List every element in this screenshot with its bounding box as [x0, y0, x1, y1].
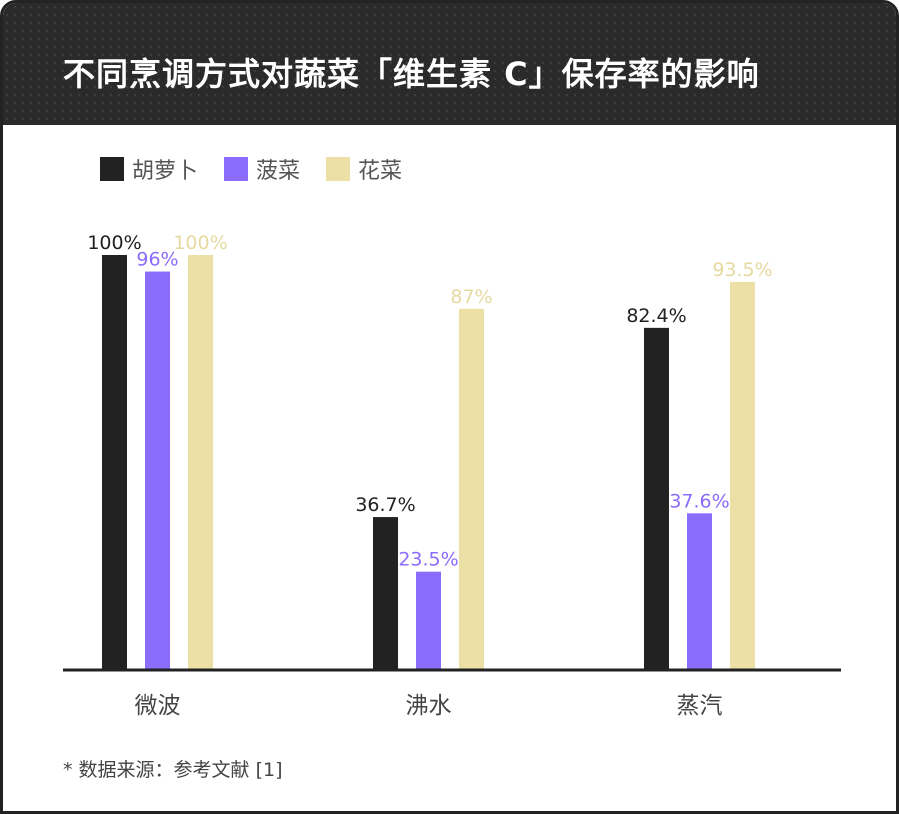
bar-carrot-1: [373, 517, 398, 669]
legend: 胡萝卜 菠菜 花菜: [100, 153, 428, 185]
data-label-carrot-2: 82.4%: [626, 305, 686, 327]
bar-cauliflower-1: [459, 308, 484, 669]
bar-cauliflower-2: [730, 281, 755, 669]
legend-swatch-spinach: [224, 157, 249, 181]
bar-cauliflower-0: [188, 255, 213, 669]
data-label-carrot-0: 100%: [87, 232, 141, 254]
data-label-spinach-1: 23.5%: [398, 549, 458, 571]
legend-item-carrot: 胡萝卜: [100, 153, 198, 185]
data-label-cauliflower-1: 87%: [450, 286, 492, 308]
legend-label-carrot: 胡萝卜: [132, 159, 199, 184]
x-tick-label-2: 蒸汽: [677, 693, 723, 719]
source-note: * 数据来源：参考文献 [1]: [63, 759, 283, 781]
bar-carrot-2: [644, 327, 669, 669]
data-label-carrot-1: 36.7%: [355, 494, 415, 516]
x-tick-label-1: 沸水: [406, 693, 452, 719]
data-label-spinach-0: 96%: [136, 249, 178, 271]
data-label-spinach-2: 37.6%: [669, 490, 729, 512]
x-tick-label-0: 微波: [135, 693, 181, 719]
legend-item-spinach: 菠菜: [224, 153, 300, 185]
chart-title: 不同烹调方式对蔬菜「维生素 C」保存率的影响: [63, 55, 760, 93]
legend-swatch-cauliflower: [326, 157, 351, 181]
data-label-cauliflower-0: 100%: [173, 232, 227, 254]
legend-label-cauliflower: 花菜: [358, 159, 403, 184]
legend-swatch-carrot: [100, 157, 124, 181]
bar-spinach-2: [687, 513, 712, 669]
header-banner: 不同烹调方式对蔬菜「维生素 C」保存率的影响: [3, 3, 896, 125]
data-label-cauliflower-2: 93.5%: [712, 259, 772, 281]
legend-label-spinach: 菠菜: [256, 159, 301, 184]
bar-chart: 100%96%100% 微波 36.7% 23.5% 87% 沸水 82.4% 37.6% 93…: [63, 232, 841, 719]
bar-spinach-1: [416, 571, 441, 669]
bar-spinach-0: [145, 271, 170, 669]
legend-item-cauliflower: 花菜: [326, 153, 402, 185]
bar-carrot-0: [102, 255, 127, 669]
